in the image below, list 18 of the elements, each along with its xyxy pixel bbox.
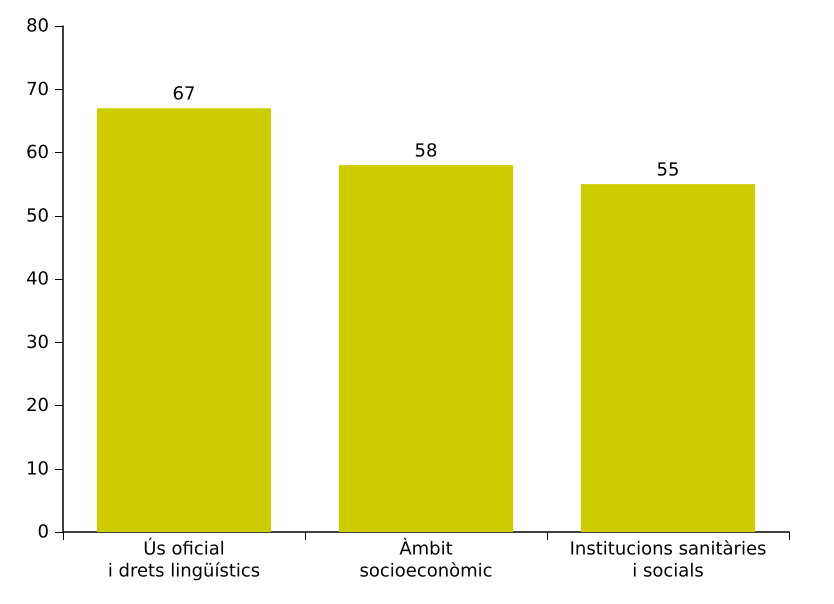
y-tick-label: 30 (26, 332, 49, 353)
bar (96, 108, 272, 532)
y-tick-label: 40 (26, 268, 49, 290)
y-tick-label: 60 (26, 142, 49, 163)
x-tick-label: Institucions sanitàries i socials (570, 538, 766, 582)
bar (580, 184, 756, 532)
x-tick-label: Àmbit socioeconòmic (359, 538, 493, 582)
y-tick-label: 50 (26, 205, 49, 226)
bar (338, 165, 514, 532)
y-tick-label: 80 (26, 16, 49, 36)
y-tick-label: 0 (38, 522, 49, 542)
y-tick-label: 20 (26, 395, 49, 416)
data-label: 58 (414, 140, 438, 162)
data-label: 67 (172, 84, 196, 105)
y-tick-label: 10 (26, 458, 49, 480)
x-tick-label: Ús oficial i drets lingüístics (108, 538, 260, 582)
y-tick-label: 70 (26, 78, 49, 100)
data-label: 55 (656, 160, 680, 181)
